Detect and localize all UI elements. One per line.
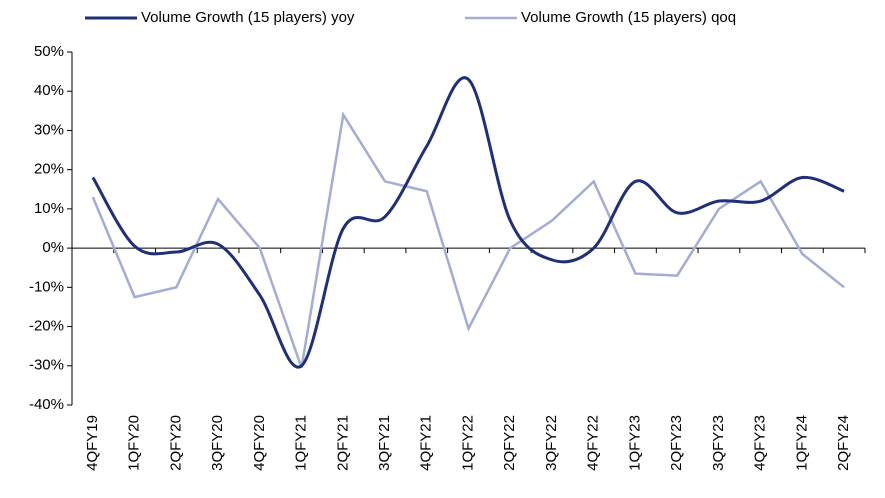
x-tick-label: 2QFY23 (668, 415, 685, 471)
legend-label: Volume Growth (15 players) qoq (521, 9, 736, 26)
x-tick-label: 4QFY20 (251, 415, 268, 471)
x-tick-label: 4QFY19 (84, 415, 101, 471)
x-tick-label: 4QFY23 (752, 415, 769, 471)
legend-label: Volume Growth (15 players) yoy (141, 9, 355, 26)
x-tick-label: 3QFY22 (543, 415, 560, 471)
x-tick-label: 2QFY21 (334, 415, 351, 471)
y-tick-label: 0% (42, 239, 64, 256)
x-tick-label: 2QFY20 (167, 415, 184, 471)
x-tick-label: 1QFY22 (459, 415, 476, 471)
y-tick-label: 40% (34, 82, 64, 99)
y-tick-label: -10% (29, 278, 64, 295)
x-tick-label: 4QFY22 (585, 415, 602, 471)
x-tick-label: 2QFY22 (501, 415, 518, 471)
x-tick-label: 1QFY23 (626, 415, 643, 471)
x-tick-label: 4QFY21 (418, 415, 435, 471)
x-tick-label: 3QFY20 (209, 415, 226, 471)
y-tick-label: -20% (29, 318, 64, 335)
series-line (91, 76, 845, 369)
series-line (91, 111, 845, 369)
y-tick-label: 30% (34, 121, 64, 138)
x-tick-label: 1QFY24 (793, 415, 810, 471)
y-tick-label: 50% (34, 43, 64, 60)
x-tick-label: 3QFY21 (376, 415, 393, 471)
x-tick-label: 1QFY20 (126, 415, 143, 471)
y-tick-label: 10% (34, 200, 64, 217)
y-tick-label: -30% (29, 357, 64, 374)
x-tick-label: 3QFY23 (710, 415, 727, 471)
y-tick-label: 20% (34, 161, 64, 178)
x-tick-label: 1QFY21 (293, 415, 310, 471)
y-tick-label: -40% (29, 396, 64, 413)
x-tick-label: 2QFY24 (835, 415, 852, 471)
